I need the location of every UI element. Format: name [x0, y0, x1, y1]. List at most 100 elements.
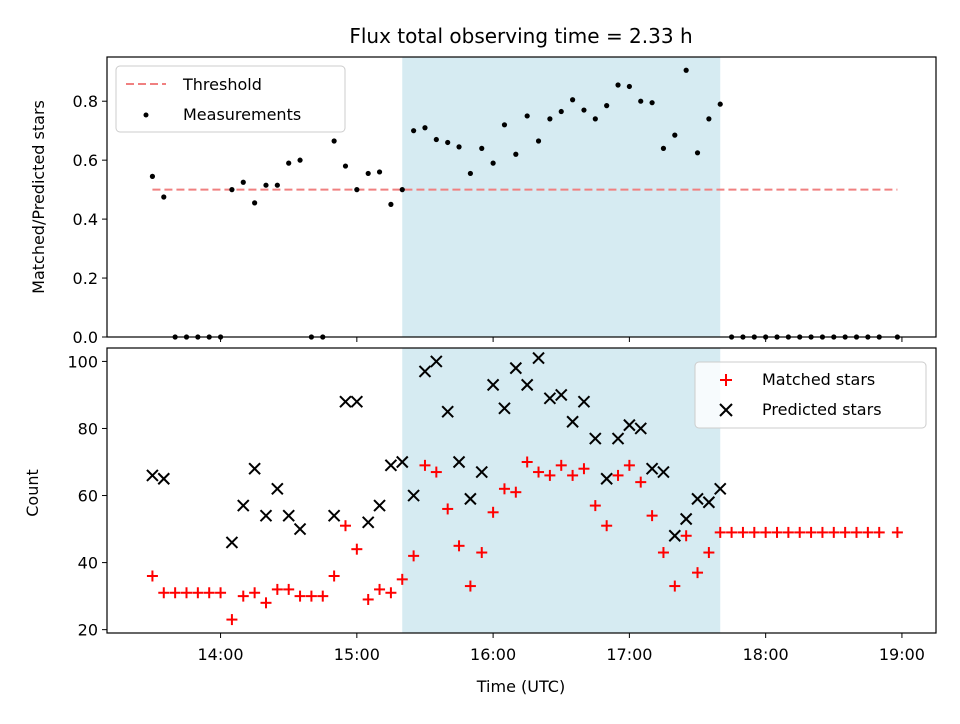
measurement-point [263, 182, 269, 188]
measurement-point [626, 83, 632, 90]
y-tick-label: 0.2 [73, 269, 98, 288]
predicted-star-marker [498, 402, 511, 415]
measurement-point [581, 107, 587, 113]
measurement-point [240, 179, 246, 185]
predicted-star-marker [452, 455, 466, 469]
predicted-star-marker [577, 395, 591, 408]
matched-star-marker [476, 547, 488, 559]
predicted-star-marker [714, 482, 727, 496]
y-tick-label: 0.6 [73, 151, 98, 170]
matched-star-marker [828, 526, 840, 538]
matched-star-marker [714, 526, 726, 538]
predicted-star-marker [611, 432, 625, 445]
matched-star-marker [362, 593, 374, 605]
predicted-star-marker [225, 536, 239, 549]
measurement-point [229, 187, 235, 193]
measurement-point [445, 139, 451, 146]
predicted-star-marker [248, 462, 261, 475]
matched-star-marker [601, 520, 613, 532]
measurement-point [717, 101, 723, 107]
measurement-point [558, 108, 564, 115]
matched-stars-points [146, 456, 903, 626]
matched-star-marker [544, 469, 556, 481]
measurement-point [467, 170, 473, 177]
measurement-point [513, 151, 519, 157]
matched-star-marker [339, 520, 351, 532]
measurement-point [604, 103, 610, 109]
predicted-star-marker [532, 351, 545, 365]
predicted-star-marker [339, 395, 352, 408]
predicted-star-marker [146, 469, 159, 482]
measurement-point [149, 173, 156, 179]
measurement-point [660, 145, 667, 151]
measurement-point [297, 157, 303, 163]
matched-star-marker [328, 570, 340, 582]
y-tick-label: 60 [78, 487, 98, 506]
predicted-star-marker [566, 415, 579, 428]
legend-matched-swatch [720, 374, 732, 386]
x-tick-label: 17:00 [606, 645, 652, 664]
measurement-point [649, 100, 655, 106]
measurement-point [388, 201, 394, 207]
top-legend: Threshold Measurements [115, 65, 346, 133]
measurement-point [433, 136, 439, 143]
matched-star-marker [771, 526, 783, 538]
count-panel: 20 40 60 80 100 14:00 15:00 16:00 17:00 18:00 19:… [23, 347, 937, 696]
matched-star-marker [589, 500, 601, 512]
predicted-star-marker [327, 509, 341, 522]
predicted-star-marker [679, 512, 693, 526]
predicted-star-marker [668, 529, 682, 542]
matched-star-marker [635, 476, 647, 488]
matched-star-marker [680, 530, 692, 542]
matched-star-marker [805, 526, 817, 538]
predicted-star-marker [464, 492, 477, 506]
matched-star-marker [146, 570, 158, 582]
measurement-point [570, 97, 576, 103]
predicted-star-marker [623, 418, 636, 432]
predicted-star-marker [543, 392, 557, 405]
matched-star-marker [623, 459, 635, 471]
matched-star-marker [816, 526, 828, 538]
matched-star-marker [567, 469, 579, 481]
measurement-point [354, 187, 360, 193]
legend-predicted-label: Predicted stars [762, 400, 882, 419]
top-plot-frame [106, 56, 937, 338]
measurement-point [376, 169, 383, 175]
measurement-point [694, 150, 701, 156]
predicted-star-marker [441, 405, 454, 418]
measurement-point [592, 116, 598, 122]
measurement-point [547, 116, 553, 122]
legend-threshold-label: Threshold [182, 75, 262, 94]
matched-star-marker [555, 459, 567, 471]
bottom-y-axis-ticks: 20 40 60 80 100 [67, 352, 107, 640]
matched-star-marker [657, 547, 669, 559]
top-y-axis-label: Matched/Predicted stars [29, 100, 48, 294]
top-legend-box [115, 65, 346, 133]
measurement-point [535, 138, 542, 144]
legend-matched-label: Matched stars [762, 370, 875, 389]
measurement-point [342, 163, 349, 169]
matched-star-marker [158, 587, 170, 599]
measurement-point [706, 116, 712, 122]
bottom-highlight-span [402, 348, 721, 633]
matched-star-marker [271, 583, 283, 595]
matched-star-marker [180, 587, 192, 599]
predicted-star-marker [293, 522, 307, 536]
matched-star-marker [646, 510, 658, 522]
predicted-star-marker [555, 388, 568, 402]
predicted-star-marker [384, 459, 398, 472]
x-tick-label: 18:00 [743, 645, 789, 664]
measurement-point [422, 125, 428, 131]
predicted-star-marker [634, 422, 647, 435]
predicted-star-marker [702, 496, 716, 509]
matched-star-marker [669, 580, 681, 592]
predicted-star-marker [645, 462, 659, 475]
matched-star-marker [891, 526, 903, 538]
matched-star-marker [498, 483, 510, 495]
y-tick-label: 0.4 [73, 210, 98, 229]
measurement-point [365, 170, 371, 177]
measurement-point [615, 82, 621, 88]
measurement-point [456, 144, 462, 150]
matched-star-marker [873, 526, 885, 538]
